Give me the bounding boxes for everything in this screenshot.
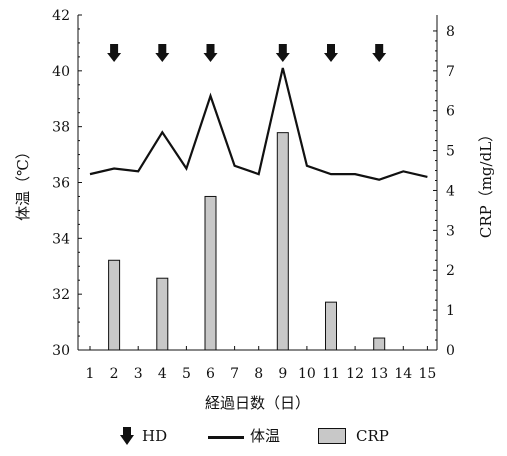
y-left-tick-label: 32 [52,287,70,303]
hd-arrow-icon [372,44,387,62]
x-tick-label: 5 [182,366,191,382]
x-tick-label: 6 [206,366,215,382]
x-tick-label: 4 [158,366,167,382]
x-tick-label: 7 [230,366,239,382]
x-tick-label: 2 [110,366,119,382]
hd-arrow-icon [275,44,290,62]
y-right-tick-label: 6 [446,104,455,120]
x-tick-label: 1 [86,366,95,382]
hd-arrow-icon [107,44,122,62]
y-right-axis-title: CRP（mg/dL） [477,127,495,238]
crp-bar [325,301,337,351]
crp-bar [156,277,169,351]
crp-bar [204,195,217,351]
y-right-tick-label: 7 [446,64,455,80]
y-left-tick-label: 34 [52,231,70,247]
x-tick-label: 12 [346,366,364,382]
crp-bar [373,337,386,351]
x-tick-label: 8 [254,366,263,382]
hd-arrow-icon [324,44,338,62]
y-left-tick-label: 30 [52,343,70,359]
crp-bar [108,259,121,351]
y-left-axis-title: 体温（℃） [14,144,32,221]
y-right-tick-label: 0 [446,343,455,359]
x-tick-label: 13 [370,366,388,382]
y-left-tick-label: 36 [52,176,70,192]
crp-bar [276,132,289,351]
hd-arrow-icon [203,44,218,62]
x-axis-title: 経過日数（日） [205,394,310,412]
y-left-tick-label: 38 [52,120,70,136]
legend-hd-label: HD [142,427,168,445]
y-right-tick-label: 1 [446,303,455,319]
y-right-tick-label: 3 [446,223,455,239]
x-tick-label: 10 [298,366,316,382]
y-right-tick-label: 2 [446,263,455,279]
legend-crp-swatch [318,428,346,444]
temperature-line [89,67,428,181]
x-tick-label: 11 [322,366,340,382]
y-right-tick-label: 8 [446,24,455,40]
legend-hd-arrow-icon [120,427,134,445]
x-tick-label: 15 [418,366,436,382]
y-right-tick-label: 5 [446,144,455,160]
y-right-tick-label: 4 [446,183,455,199]
x-tick-label: 3 [134,366,143,382]
legend-crp-label: CRP [356,427,389,445]
hd-arrow-icon [155,44,170,62]
legend-temp-label: 体温 [250,427,281,445]
y-left-tick-label: 42 [52,8,70,24]
x-tick-label: 9 [278,366,287,382]
legend-temp-line [208,436,244,439]
x-tick-label: 14 [394,366,412,382]
legend: HD 体温 CRP [0,420,507,452]
y-left-tick-label: 40 [52,64,70,80]
